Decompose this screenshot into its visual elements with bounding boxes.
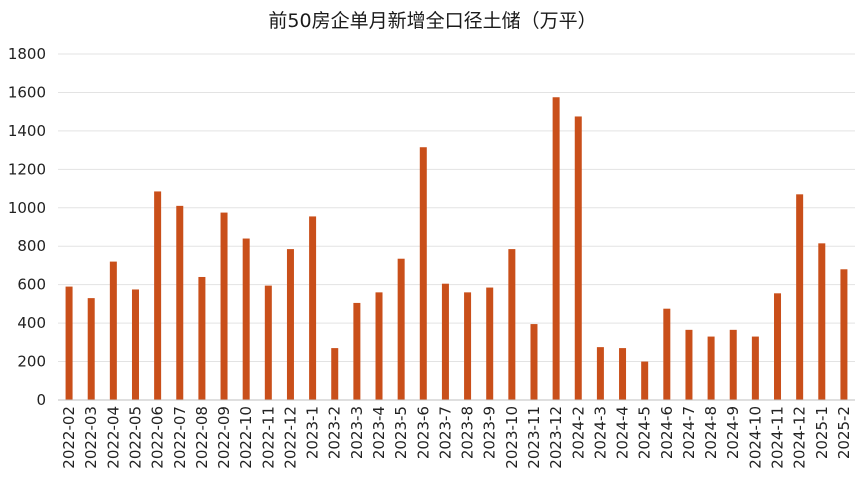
x-tick-label: 2023-10 [503, 406, 521, 469]
x-tick-label: 2023-6 [414, 406, 432, 459]
y-tick-label: 1600 [8, 83, 46, 101]
y-axis-ticks: 0 200 400 600 800 1000 1200 1400 1600 1800 [8, 45, 46, 409]
x-tick-label: 2024-12 [791, 406, 809, 469]
bar [375, 292, 383, 400]
x-tick-label: 2022-03 [82, 406, 100, 469]
bar [486, 287, 494, 400]
x-tick-label: 2023-11 [525, 406, 543, 469]
bar [729, 329, 737, 400]
bar [441, 283, 449, 400]
bar [574, 116, 582, 400]
x-tick-label: 2024-4 [614, 406, 632, 459]
x-tick-label: 2023-1 [304, 406, 322, 459]
bar [663, 308, 671, 400]
x-tick-label: 2023-2 [326, 406, 344, 459]
bar [419, 147, 427, 400]
y-tick-label: 1200 [8, 160, 46, 178]
x-tick-label: 2022-08 [193, 406, 211, 469]
bar [198, 276, 206, 400]
bar [154, 191, 162, 400]
bar [264, 285, 272, 400]
bar [552, 97, 560, 400]
x-tick-label: 2023-8 [459, 406, 477, 459]
x-tick-label: 2024-11 [769, 406, 787, 469]
x-tick-label: 2025-2 [835, 406, 853, 459]
bar [176, 205, 184, 400]
bar [508, 249, 516, 400]
bar [818, 243, 826, 400]
bar [707, 336, 715, 400]
x-tick-label: 2022-04 [104, 406, 122, 469]
x-tick-label: 2022-02 [60, 406, 78, 469]
x-tick-label: 2024-5 [636, 406, 654, 459]
x-tick-label: 2024-2 [569, 406, 587, 459]
bar [131, 289, 139, 400]
x-tick-label: 2023-4 [370, 406, 388, 459]
x-tick-label: 2022-09 [215, 406, 233, 469]
y-tick-label: 1000 [8, 199, 46, 217]
bar [751, 336, 759, 400]
bar [774, 293, 782, 400]
x-tick-label: 2022-07 [171, 406, 189, 469]
bar [220, 212, 228, 400]
bar [331, 348, 339, 400]
x-tick-label: 2024-7 [680, 406, 698, 459]
y-tick-label: 1400 [8, 122, 46, 140]
x-tick-label: 2022-12 [281, 406, 299, 469]
x-tick-label: 2022-05 [126, 406, 144, 469]
bar [286, 249, 294, 400]
chart-title: 前50房企单月新增全口径土储（万平） [268, 10, 597, 32]
bar [685, 329, 693, 400]
bar [242, 238, 250, 400]
bar [619, 348, 627, 400]
x-axis-ticks: 2022-02 2022-03 2022-04 2022-05 2022-06 2022-… [60, 406, 853, 469]
x-tick-label: 2024-6 [658, 406, 676, 459]
bar [641, 361, 649, 400]
x-tick-label: 2022-06 [149, 406, 167, 469]
bar [353, 302, 361, 400]
x-tick-label: 2023-9 [481, 406, 499, 459]
y-tick-label: 600 [17, 276, 46, 294]
bar [397, 258, 405, 400]
bar [596, 347, 604, 400]
gridlines [58, 53, 855, 363]
bar [796, 194, 804, 400]
bar [87, 298, 95, 400]
bar [65, 286, 73, 400]
x-tick-label: 2024-3 [591, 406, 609, 459]
y-tick-label: 200 [17, 353, 46, 371]
x-tick-label: 2022-11 [259, 406, 277, 469]
bar [464, 292, 472, 400]
x-tick-label: 2024-9 [724, 406, 742, 459]
x-tick-label: 2024-10 [746, 406, 764, 469]
y-tick-label: 800 [17, 237, 46, 255]
y-tick-label: 400 [17, 314, 46, 332]
x-tick-label: 2023-12 [547, 406, 565, 469]
bar [109, 261, 117, 400]
x-tick-label: 2023-7 [436, 406, 454, 459]
x-tick-label: 2022-10 [237, 406, 255, 469]
x-tick-label: 2025-1 [813, 406, 831, 459]
bar [530, 324, 538, 400]
x-tick-label: 2024-8 [702, 406, 720, 459]
bar [309, 216, 317, 400]
bars [65, 97, 848, 400]
bar [840, 269, 848, 400]
x-tick-label: 2023-3 [348, 406, 366, 459]
x-tick-label: 2023-5 [392, 406, 410, 459]
y-tick-label: 0 [36, 391, 46, 409]
y-tick-label: 1800 [8, 45, 46, 63]
